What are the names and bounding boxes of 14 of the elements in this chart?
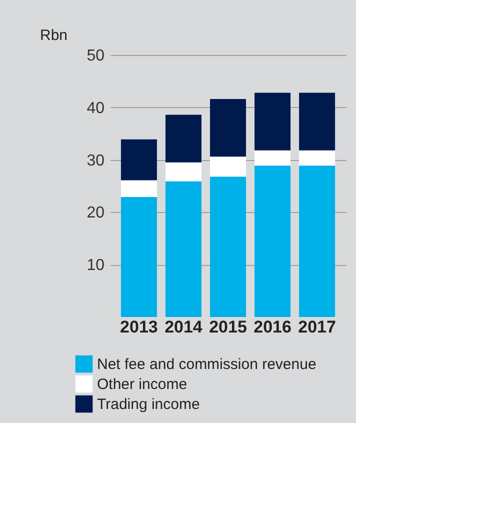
y-axis-title: Rbn	[40, 27, 68, 44]
y-tick-label: 10	[86, 257, 105, 274]
x-tick-label: 2016	[254, 318, 292, 336]
x-tick-label: 2013	[120, 318, 158, 336]
x-tick-label: 2014	[164, 318, 203, 336]
legend-label: Trading income	[97, 396, 200, 413]
y-tick-label: 20	[86, 204, 105, 222]
y-tick-label: 40	[86, 100, 105, 117]
x-tick-label: 2017	[298, 318, 336, 336]
legend-label: Other income	[97, 376, 188, 393]
y-tick-label: 50	[86, 48, 105, 64]
legend-label: Net fee and commission revenue	[97, 356, 316, 373]
y-tick-label: 30	[86, 152, 105, 170]
x-tick-label: 2015	[209, 318, 247, 336]
